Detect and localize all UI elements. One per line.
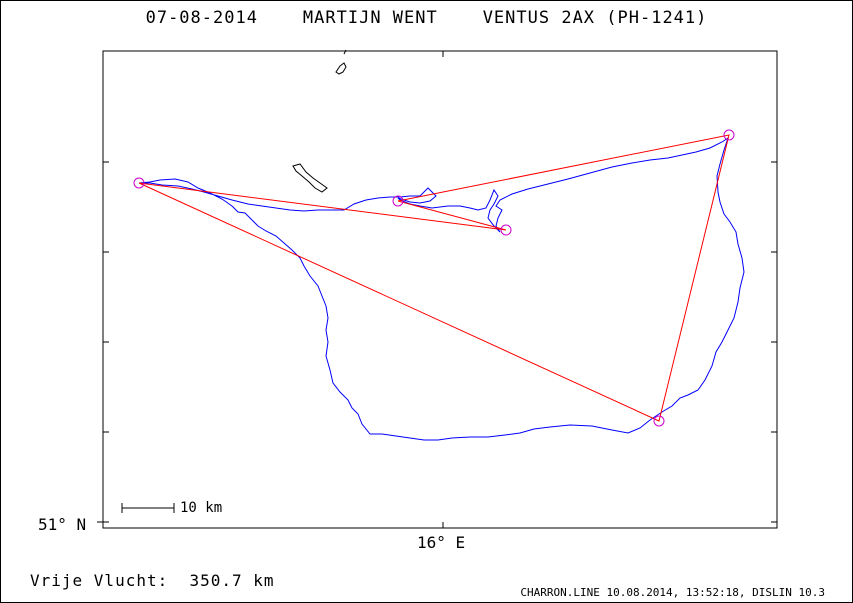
page-title: 07-08-2014 MARTIJN WENT VENTUS 2AX (PH-1…	[0, 8, 853, 28]
pilot-name: MARTIJN WENT	[302, 8, 438, 28]
distance-summary: Vrije Vlucht: 350.7 km	[30, 571, 275, 590]
latitude-label: 51° N	[38, 515, 87, 534]
task-lines	[138, 134, 730, 422]
footer-info: CHARRON.LINE 10.08.2014, 13:52:18, DISLI…	[520, 586, 825, 599]
scale-bar	[121, 503, 175, 513]
glider-name: VENTUS 2AX (PH-1241)	[482, 8, 708, 28]
scale-label: 10 km	[180, 500, 223, 516]
turnpoints	[133, 129, 735, 427]
longitude-label: 16° E	[417, 533, 466, 552]
turnpoint-2	[392, 195, 404, 207]
flight-track	[138, 136, 745, 441]
distance-label: Vrije Vlucht:	[30, 571, 169, 590]
distance-value: 350.7 km	[189, 571, 275, 590]
lake-outline	[292, 163, 328, 193]
turnpoint-4	[653, 415, 665, 427]
turnpoint-3	[723, 129, 735, 141]
turnpoint-start	[133, 177, 145, 189]
turnpoint-1	[500, 224, 512, 236]
plot-area	[102, 50, 778, 529]
island-outline	[335, 62, 347, 75]
map-mark	[343, 49, 347, 55]
axis-ticks	[97, 51, 777, 528]
flight-date: 07-08-2014	[145, 8, 258, 28]
